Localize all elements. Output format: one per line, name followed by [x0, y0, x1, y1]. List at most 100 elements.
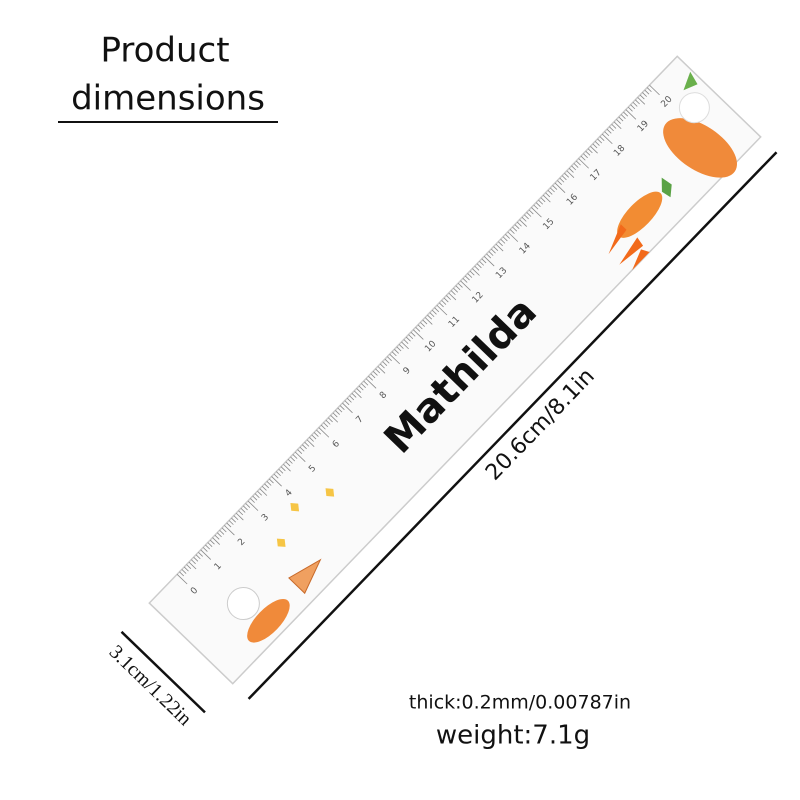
- ruler-tick: [214, 534, 220, 540]
- ruler-tick: [316, 429, 322, 435]
- ruler-tick: [221, 527, 227, 533]
- ruler-tick: [498, 241, 503, 247]
- ruler-tick: [441, 300, 447, 305]
- ruler-tick: [273, 473, 279, 479]
- ruler-tick: [575, 160, 581, 166]
- ruler-tick: [493, 246, 499, 252]
- ruler-tick: [186, 564, 192, 569]
- ruler-tick: [349, 395, 355, 401]
- ruler-tick: [566, 170, 575, 178]
- ruler-tick: [252, 495, 258, 501]
- ruler-tick: [330, 415, 339, 423]
- ruler-tick: [202, 547, 208, 552]
- ruler-number: 7: [354, 415, 365, 426]
- ruler-tick: [219, 529, 225, 535]
- ruler-tick: [370, 373, 376, 379]
- ruler-tick: [245, 503, 251, 508]
- ruler-number: 2: [236, 537, 247, 548]
- ruler-tick: [448, 292, 457, 301]
- ruler-tick: [460, 280, 471, 291]
- ruler-tick: [240, 507, 246, 513]
- ruler-tick: [646, 87, 652, 93]
- ruler-tick: [250, 498, 255, 503]
- ruler-tick: [609, 126, 614, 132]
- ruler-tick: [457, 282, 463, 288]
- ruler-tick: [257, 490, 262, 496]
- ruler-tick: [283, 463, 291, 472]
- ruler-tick: [299, 446, 305, 452]
- ruler-tick: [264, 483, 270, 489]
- ruler-tick: [455, 285, 461, 291]
- ruler-tick: [472, 268, 480, 276]
- ruler-tick: [238, 510, 244, 516]
- ruler-tick: [618, 116, 624, 122]
- ruler-tick: [297, 449, 303, 455]
- ruler-tick: [509, 229, 515, 234]
- ruler-tick: [516, 221, 522, 227]
- ruler-tick: [573, 163, 579, 168]
- ruler-tick: [505, 234, 510, 239]
- ruler-tick: [332, 412, 338, 418]
- ruler-number: 9: [402, 365, 413, 376]
- ruler-tick: [580, 155, 586, 161]
- ruler-tick: [540, 197, 546, 203]
- ruler: Mathilda 20.6cm/8.1in 3.1cm/1.22in 01234…: [105, 55, 778, 730]
- ruler-number: 5: [307, 463, 318, 474]
- ruler-tick: [561, 175, 567, 181]
- title-line: dimensions: [71, 79, 265, 119]
- ruler-tick: [304, 441, 310, 447]
- ruler-tick: [481, 258, 487, 264]
- ruler-body: [148, 55, 762, 685]
- ruler-tick: [207, 542, 213, 547]
- ruler-tick: [578, 158, 589, 169]
- ruler-tick: [266, 481, 272, 486]
- ruler-tick: [420, 322, 425, 327]
- ruler-tick: [467, 273, 473, 278]
- ruler-tick: [545, 192, 551, 198]
- ruler-tick: [554, 182, 566, 193]
- ruler-tick: [410, 331, 416, 337]
- ruler-tick: [620, 114, 626, 119]
- ruler-number: 8: [378, 390, 389, 401]
- ruler-tick: [500, 238, 506, 244]
- ruler-tick: [188, 561, 197, 570]
- ruler-tick: [587, 148, 593, 154]
- ruler-tick: [625, 109, 637, 120]
- ruler-tick: [408, 334, 414, 340]
- ruler-number: 3: [260, 512, 271, 523]
- ruler-tick: [422, 319, 428, 325]
- ruler-tick: [391, 351, 397, 357]
- ruler-tick: [301, 444, 307, 450]
- ruler-tick: [278, 468, 284, 474]
- cone: [288, 558, 322, 595]
- ruler-tick: [542, 194, 551, 203]
- ruler-tick: [335, 410, 340, 415]
- ruler-tick: [507, 231, 519, 242]
- ruler-tick: [405, 336, 411, 342]
- ruler-tick: [233, 515, 239, 521]
- ruler-tick: [526, 212, 532, 217]
- stars: [276, 488, 335, 547]
- ruler-tick: [396, 346, 402, 352]
- ruler-tick: [368, 375, 373, 381]
- ruler-tick: [488, 251, 494, 256]
- ruler-tick: [228, 520, 234, 525]
- ruler-tick: [521, 216, 527, 222]
- ruler-tick: [453, 287, 459, 293]
- ruler-tick: [247, 500, 259, 511]
- ruler-tick: [601, 133, 613, 145]
- ruler-tick: [502, 236, 508, 242]
- decoration-right: [608, 71, 737, 271]
- ruler-tick: [198, 551, 203, 557]
- ruler-tick: [363, 380, 369, 386]
- ruler-tick: [415, 326, 421, 332]
- ruler-tick: [181, 569, 187, 574]
- ruler-tick: [287, 459, 293, 464]
- ruler-tick: [261, 485, 267, 491]
- ruler-tick: [519, 219, 528, 227]
- ruler-tick: [339, 405, 345, 410]
- ruler-tick: [549, 187, 555, 193]
- ruler-tick: [639, 94, 645, 100]
- ruler-tick: [387, 356, 392, 362]
- ruler-tick: [306, 439, 315, 448]
